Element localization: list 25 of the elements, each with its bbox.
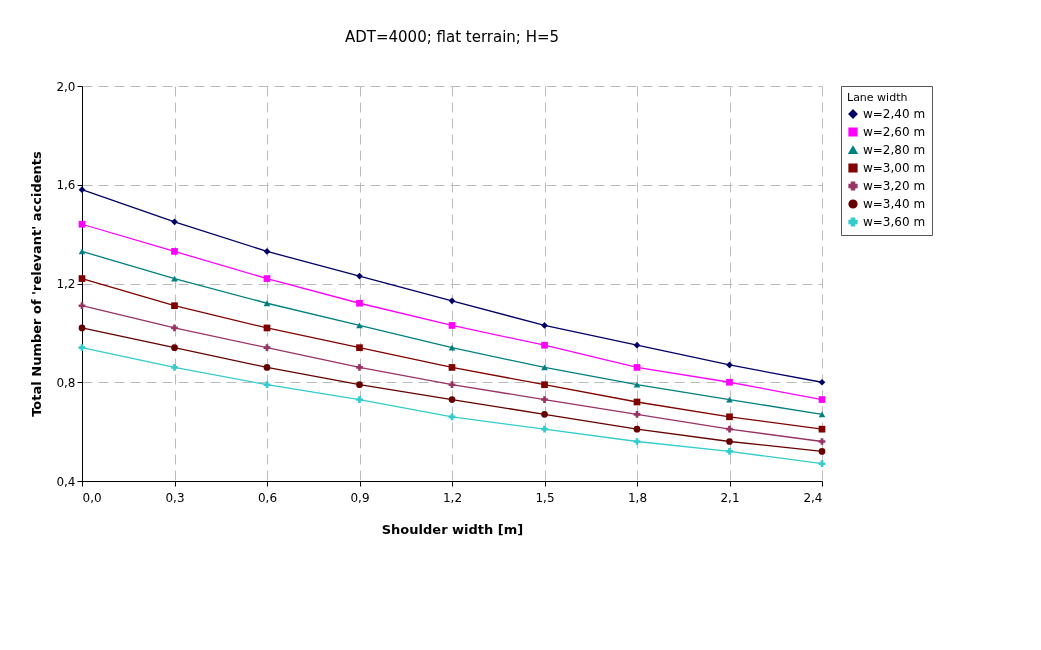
y-tick-label: 0,8 <box>56 375 76 390</box>
legend-label: w=2,40 m <box>863 107 926 121</box>
x-tick-label: 1,8 <box>627 490 648 505</box>
x-tick-label: 0,0 <box>82 490 102 505</box>
x-tick-label: 0,9 <box>350 490 370 505</box>
legend-label: w=2,80 m <box>863 143 926 157</box>
x-axis-title: Shoulder width [m] <box>381 521 524 537</box>
legend-label: w=2,60 m <box>863 125 926 139</box>
y-tick-label: 1,2 <box>56 277 76 291</box>
legend-label: w=3,20 m <box>863 179 926 193</box>
legend-label: w=3,60 m <box>863 215 926 229</box>
legend-title: Lane width <box>847 91 908 104</box>
chart-title: ADT=4000; flat terrain; H=5 <box>344 28 560 46</box>
x-tick-label: 1,5 <box>535 490 555 505</box>
y-axis-title: Total Number of 'relevant' accidents <box>29 150 45 417</box>
x-tick-label: 1,2 <box>442 490 463 505</box>
y-tick-label: 0,4 <box>56 474 76 489</box>
legend-label: w=3,00 m <box>863 161 926 175</box>
x-tick-label: 0,6 <box>257 490 278 505</box>
y-tick-label: 2,0 <box>56 79 76 94</box>
x-tick-label: 2,4 <box>803 490 823 505</box>
y-tick-label: 1,6 <box>56 178 76 193</box>
legend-label: w=3,40 m <box>863 197 926 211</box>
x-tick-label: 2,1 <box>720 490 740 505</box>
x-tick-label: 0,3 <box>165 490 185 505</box>
